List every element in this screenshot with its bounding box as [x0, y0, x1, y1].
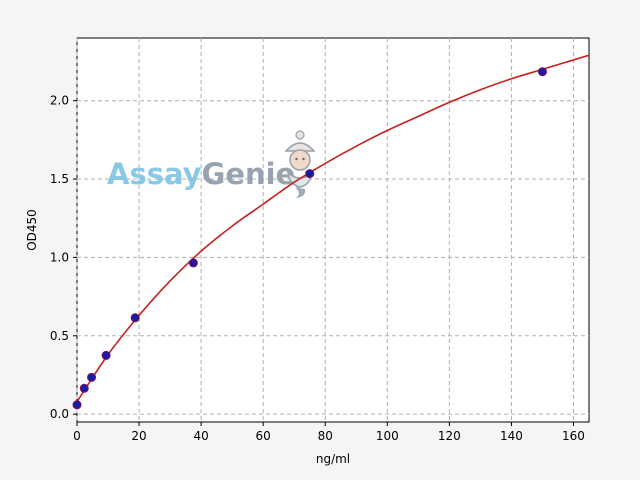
data-point: [72, 400, 82, 410]
genie-mascot-icon: [284, 130, 316, 199]
watermark-part1: Assay: [107, 157, 202, 191]
watermark: AssayGenie: [107, 130, 316, 199]
grid: [76, 38, 589, 422]
fit-curve-layer: [76, 54, 590, 403]
y-tick-label: 1.5: [50, 172, 69, 186]
y-tick-label: 2.0: [50, 94, 69, 108]
x-axis-label: ng/ml: [316, 452, 350, 466]
data-point: [101, 350, 111, 360]
x-tick-label: 100: [376, 429, 399, 443]
x-tick-label: 140: [500, 429, 523, 443]
y-tick-label: 0.0: [50, 407, 69, 421]
y-tick-label: 0.5: [50, 329, 69, 343]
x-tick-label: 120: [438, 429, 461, 443]
fit-curve: [76, 54, 590, 403]
data-point: [87, 372, 97, 382]
x-tick-label: 40: [193, 429, 208, 443]
plot-area: [76, 37, 590, 423]
data-point: [188, 258, 198, 268]
y-axis-label: OD450: [25, 209, 39, 251]
x-tick-label: 20: [131, 429, 146, 443]
data-point: [537, 67, 547, 77]
data-points: [72, 67, 547, 410]
watermark-text: AssayGenie: [107, 157, 295, 191]
data-point: [79, 383, 89, 393]
data-point: [130, 313, 140, 323]
x-tick-label: 60: [256, 429, 271, 443]
watermark-part2: Genie: [202, 157, 296, 191]
x-tick-label: 160: [562, 429, 585, 443]
x-tick-label: 0: [73, 429, 81, 443]
axes: 0 20 40 60 80 100 120 140 160 0.0 0.5 1.0 1.5 2.0: [50, 94, 585, 443]
x-tick-label: 80: [318, 429, 333, 443]
y-tick-label: 1.0: [50, 250, 69, 264]
data-point: [305, 169, 315, 179]
